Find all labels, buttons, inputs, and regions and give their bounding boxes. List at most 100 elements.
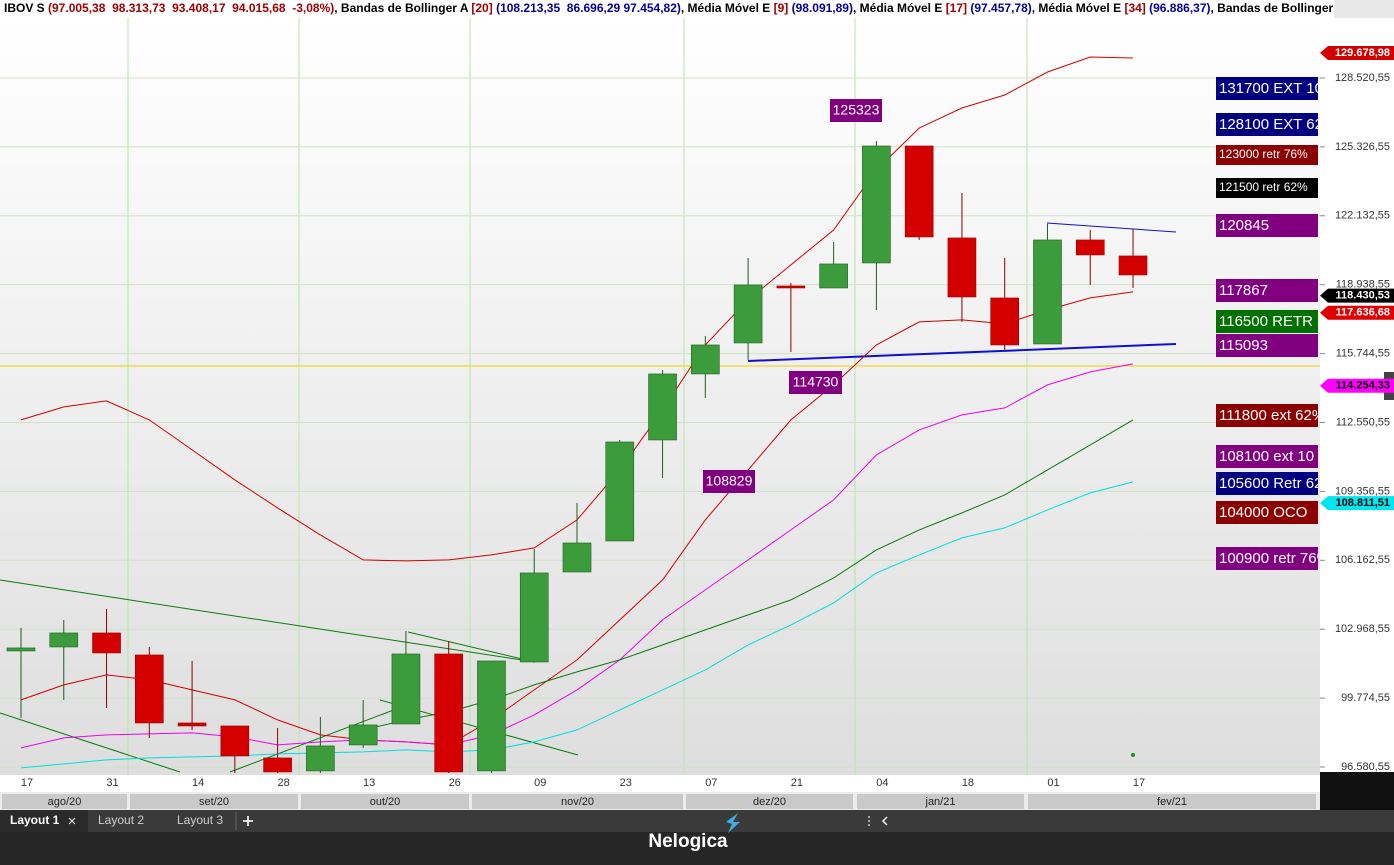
month-label: nov/20 [561, 796, 594, 808]
price-tag-label: 129.678,98 [1335, 47, 1390, 59]
month-label: dez/20 [753, 796, 786, 808]
month-cell [2, 794, 127, 809]
header-segment: (108.213,35 86.696,29 97.454,82) [493, 1, 681, 15]
candle-body [391, 653, 421, 725]
annotation-box [830, 99, 882, 122]
candle-body [605, 441, 635, 542]
panel-menu[interactable] [868, 816, 870, 826]
header-segment: (97.457,78) [967, 1, 1032, 15]
month-label: set/20 [199, 796, 229, 808]
trendline [1046, 222, 1177, 233]
footer-bar [0, 832, 1394, 865]
level-box-label: 128100 EXT 62% [1219, 116, 1336, 133]
candle-body [776, 285, 806, 289]
candle-body [477, 660, 506, 772]
level-box-label: 116500 RETR 7 [1219, 313, 1325, 330]
level-box [1216, 279, 1318, 302]
month-label: fev/21 [1157, 796, 1187, 808]
x-tick-label: 07 [705, 777, 717, 789]
header-segment: (97.005,38 98.313,73 93.408,17 94.015,68… [48, 1, 334, 15]
header-segment: [17] [946, 1, 967, 15]
level-box [1216, 334, 1318, 357]
brand: Nelogica [648, 831, 728, 852]
close-icon [68, 817, 76, 825]
header-bar [0, 0, 1394, 18]
header-segment: IBOV S [4, 1, 48, 15]
header-segment: , Bandas de Bollinger A [334, 1, 471, 15]
y-tick-label: 106.162,55 [1335, 554, 1390, 566]
trendline [0, 579, 536, 663]
x-tick-label: 23 [620, 777, 632, 789]
candle-body [990, 297, 1020, 346]
candle-body [135, 654, 164, 724]
x-tick-label: 21 [791, 777, 803, 789]
price-tag [1320, 305, 1394, 320]
header-segment: , Média Móvel E [681, 1, 774, 15]
month-cell [1028, 794, 1316, 809]
candle-body [519, 572, 549, 663]
brand-logo [726, 813, 740, 833]
price-axis [1320, 18, 1394, 775]
candle-body [648, 373, 677, 441]
candle-body [220, 725, 250, 757]
active-tab-label[interactable]: Layout 1 [10, 813, 60, 827]
annotation-box [789, 371, 842, 394]
x-tick-label: 18 [962, 777, 974, 789]
dot [868, 816, 870, 818]
x-tick-label: 26 [449, 777, 461, 789]
candle-body [306, 745, 335, 772]
tab-label[interactable]: Layout 3 [177, 813, 223, 827]
trendline [0, 712, 181, 773]
level-box-label: 108100 ext 10 [1219, 448, 1314, 465]
candle-body [691, 344, 720, 375]
header-segment: [9] [774, 1, 789, 15]
candle-body [92, 632, 121, 654]
candle-body [6, 647, 36, 652]
y-tick-label: 99.774,55 [1341, 692, 1390, 704]
y-tick-label: 118.938,55 [1336, 279, 1390, 291]
month-cell [472, 794, 683, 809]
month-cell [130, 794, 298, 809]
level-box-label: 120845 [1219, 217, 1269, 234]
indicator-header: IBOV S (97.005,38 98.313,73 93.408,17 94… [4, 1, 1345, 15]
candle-body [1033, 239, 1062, 345]
dot [868, 820, 870, 822]
price-tag-label: 114.254,33 [1336, 380, 1390, 392]
tab-close[interactable] [68, 817, 76, 825]
x-tick-label: 14 [192, 777, 204, 789]
x-tick-label: 31 [106, 777, 118, 789]
tab-label[interactable]: Layout 2 [98, 813, 144, 827]
active-tab[interactable] [0, 810, 88, 832]
add-tab[interactable] [243, 816, 253, 826]
annotation-box [703, 470, 755, 493]
candle-body [562, 542, 592, 573]
month-cell [857, 794, 1024, 809]
header-segment: , Média Móvel E [853, 1, 946, 15]
candle-body [819, 263, 848, 289]
price-tag-label: 117.636,68 [1336, 307, 1390, 319]
candle-body [1075, 239, 1105, 256]
trendline [229, 699, 421, 773]
level-box [1216, 547, 1318, 570]
month-label: out/20 [370, 796, 401, 808]
x-tick-label: 13 [363, 777, 375, 789]
level-box [1216, 214, 1318, 237]
y-tick-label: 102.968,55 [1335, 623, 1390, 635]
level-box-label: 111800 ext 62% [1219, 407, 1325, 424]
plot [0, 56, 1320, 774]
x-tick-label: 01 [1047, 777, 1059, 789]
header-end [1334, 0, 1394, 18]
header-segment: [34] [1124, 1, 1145, 15]
x-tick-label: 28 [277, 777, 289, 789]
x-tick-label: 17 [21, 777, 33, 789]
grid [0, 77, 1320, 768]
y-tick-label: 115.744,55 [1336, 347, 1390, 359]
level-box-label: 121500 retr 62% [1219, 180, 1308, 194]
candle-body [1118, 255, 1148, 276]
header-segment: , Média Móvel E [1032, 1, 1125, 15]
collapse-icon[interactable] [881, 816, 888, 826]
annotation-label: 108829 [706, 473, 753, 489]
level-box-label: 105600 Retr 62 [1219, 475, 1322, 492]
trendline [747, 343, 1177, 362]
